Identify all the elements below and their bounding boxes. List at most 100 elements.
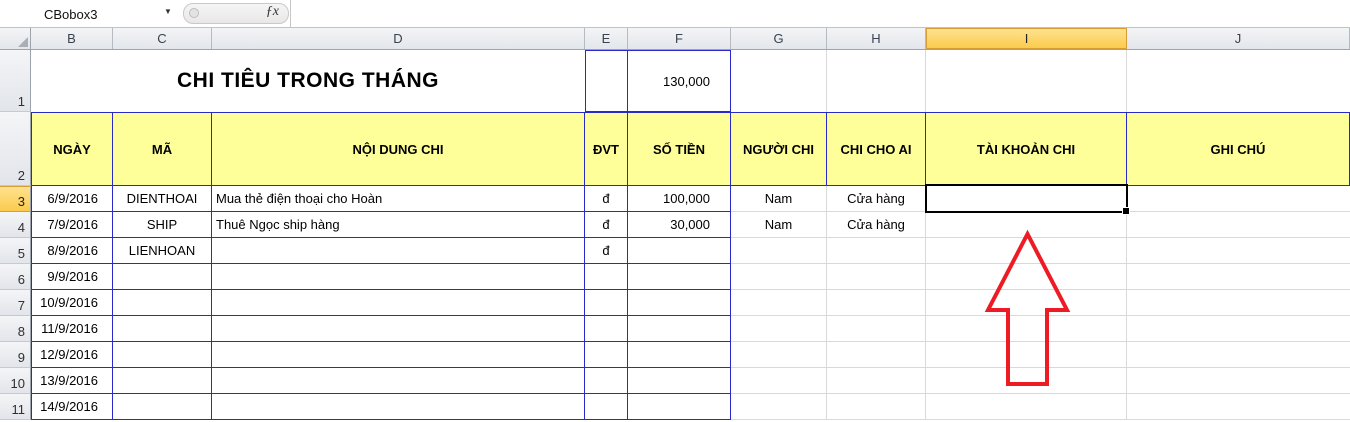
header-cell-C2[interactable]: MÃ	[113, 112, 212, 186]
cell-E8[interactable]	[585, 316, 628, 342]
cell-H1[interactable]	[827, 50, 926, 112]
cell-B6[interactable]: 9/9/2016	[31, 264, 113, 290]
cell-J5[interactable]	[1127, 238, 1350, 264]
cell-B1-title[interactable]: CHI TIÊU TRONG THÁNG	[177, 69, 439, 92]
cell-J7[interactable]	[1127, 290, 1350, 316]
cell-H10[interactable]	[827, 368, 926, 394]
cell-E1[interactable]	[585, 50, 628, 112]
cell-J4[interactable]	[1127, 212, 1350, 238]
cell-D3[interactable]: Mua thẻ điện thoại cho Hoàn	[212, 186, 585, 212]
fill-handle[interactable]	[1122, 207, 1130, 215]
header-cell-I2[interactable]: TÀI KHOẢN CHI	[926, 112, 1127, 186]
cell-G9[interactable]	[731, 342, 827, 368]
cell-F8[interactable]	[628, 316, 731, 342]
cell-E4[interactable]: đ	[585, 212, 628, 238]
cell-G1[interactable]	[731, 50, 827, 112]
row-header-6[interactable]: 6	[0, 264, 31, 290]
cell-B3[interactable]: 6/9/2016	[31, 186, 113, 212]
cell-J10[interactable]	[1127, 368, 1350, 394]
cell-J11[interactable]	[1127, 394, 1350, 420]
cell-C7[interactable]	[113, 290, 212, 316]
cell-F3[interactable]: 100,000	[628, 186, 731, 212]
column-header-B[interactable]: B	[31, 28, 113, 49]
cell-J6[interactable]	[1127, 264, 1350, 290]
cell-C6[interactable]	[113, 264, 212, 290]
header-cell-B2[interactable]: NGÀY	[31, 112, 113, 186]
cell-J3[interactable]	[1127, 186, 1350, 212]
cell-E11[interactable]	[585, 394, 628, 420]
red-up-arrow-shape[interactable]	[984, 229, 1071, 386]
cell-B5[interactable]: 8/9/2016	[31, 238, 113, 264]
column-header-I[interactable]: I	[926, 28, 1127, 49]
cell-G5[interactable]	[731, 238, 827, 264]
cell-C5[interactable]: LIENHOAN	[113, 238, 212, 264]
row-header-9[interactable]: 9	[0, 342, 31, 368]
cell-E6[interactable]	[585, 264, 628, 290]
cell-E10[interactable]	[585, 368, 628, 394]
cell-F4[interactable]: 30,000	[628, 212, 731, 238]
cell-G6[interactable]	[731, 264, 827, 290]
cell-B11[interactable]: 14/9/2016	[31, 394, 113, 420]
cell-I5[interactable]	[926, 238, 1127, 264]
cell-D9[interactable]	[212, 342, 585, 368]
cell-H7[interactable]	[827, 290, 926, 316]
cell-E3[interactable]: đ	[585, 186, 628, 212]
cell-D7[interactable]	[212, 290, 585, 316]
cell-B4[interactable]: 7/9/2016	[31, 212, 113, 238]
namebox-dropdown-icon[interactable]: ▼	[164, 7, 172, 16]
cell-C8[interactable]	[113, 316, 212, 342]
cell-I7[interactable]	[926, 290, 1127, 316]
column-header-J[interactable]: J	[1127, 28, 1350, 49]
column-header-E[interactable]: E	[585, 28, 628, 49]
cell-H9[interactable]	[827, 342, 926, 368]
cell-F11[interactable]	[628, 394, 731, 420]
cell-G4[interactable]: Nam	[731, 212, 827, 238]
cell-F10[interactable]	[628, 368, 731, 394]
cell-F6[interactable]	[628, 264, 731, 290]
row-header-7[interactable]: 7	[0, 290, 31, 316]
name-box[interactable]	[0, 2, 204, 26]
cell-J9[interactable]	[1127, 342, 1350, 368]
cell-J8[interactable]	[1127, 316, 1350, 342]
cell-C9[interactable]	[113, 342, 212, 368]
cell-B7[interactable]: 10/9/2016	[31, 290, 113, 316]
cell-E9[interactable]	[585, 342, 628, 368]
row-header-2[interactable]: 2	[0, 112, 31, 186]
cell-I11[interactable]	[926, 394, 1127, 420]
cell-F7[interactable]	[628, 290, 731, 316]
cell-G7[interactable]	[731, 290, 827, 316]
row-header-3[interactable]: 3	[0, 186, 31, 212]
select-all-button[interactable]	[0, 28, 31, 49]
selected-cell-outline[interactable]	[925, 184, 1130, 215]
row-header-4[interactable]: 4	[0, 212, 31, 238]
cell-B9[interactable]: 12/9/2016	[31, 342, 113, 368]
cell-D5[interactable]	[212, 238, 585, 264]
cell-J1[interactable]	[1127, 50, 1350, 112]
cell-E7[interactable]	[585, 290, 628, 316]
insert-function-icon[interactable]: ƒx	[265, 4, 279, 19]
header-cell-H2[interactable]: CHI CHO AI	[827, 112, 926, 186]
cell-G3[interactable]: Nam	[731, 186, 827, 212]
cell-I10[interactable]	[926, 368, 1127, 394]
cell-D4[interactable]: Thuê Ngọc ship hàng	[212, 212, 585, 238]
cell-H8[interactable]	[827, 316, 926, 342]
cell-F5[interactable]	[628, 238, 731, 264]
cell-D6[interactable]	[212, 264, 585, 290]
header-cell-G2[interactable]: NGƯỜI CHI	[731, 112, 827, 186]
cell-C10[interactable]	[113, 368, 212, 394]
cell-E5[interactable]: đ	[585, 238, 628, 264]
column-header-C[interactable]: C	[113, 28, 212, 49]
cell-H4[interactable]: Cửa hàng	[827, 212, 926, 238]
cell-H5[interactable]	[827, 238, 926, 264]
cell-F1-budget[interactable]: 130,000	[628, 50, 731, 112]
header-cell-F2[interactable]: SỐ TIỀN	[628, 112, 731, 186]
row-header-10[interactable]: 10	[0, 368, 31, 394]
row-header-5[interactable]: 5	[0, 238, 31, 264]
cell-C11[interactable]	[113, 394, 212, 420]
cell-H11[interactable]	[827, 394, 926, 420]
row-header-8[interactable]: 8	[0, 316, 31, 342]
cell-F9[interactable]	[628, 342, 731, 368]
cell-D8[interactable]	[212, 316, 585, 342]
cell-G10[interactable]	[731, 368, 827, 394]
cell-C4[interactable]: SHIP	[113, 212, 212, 238]
